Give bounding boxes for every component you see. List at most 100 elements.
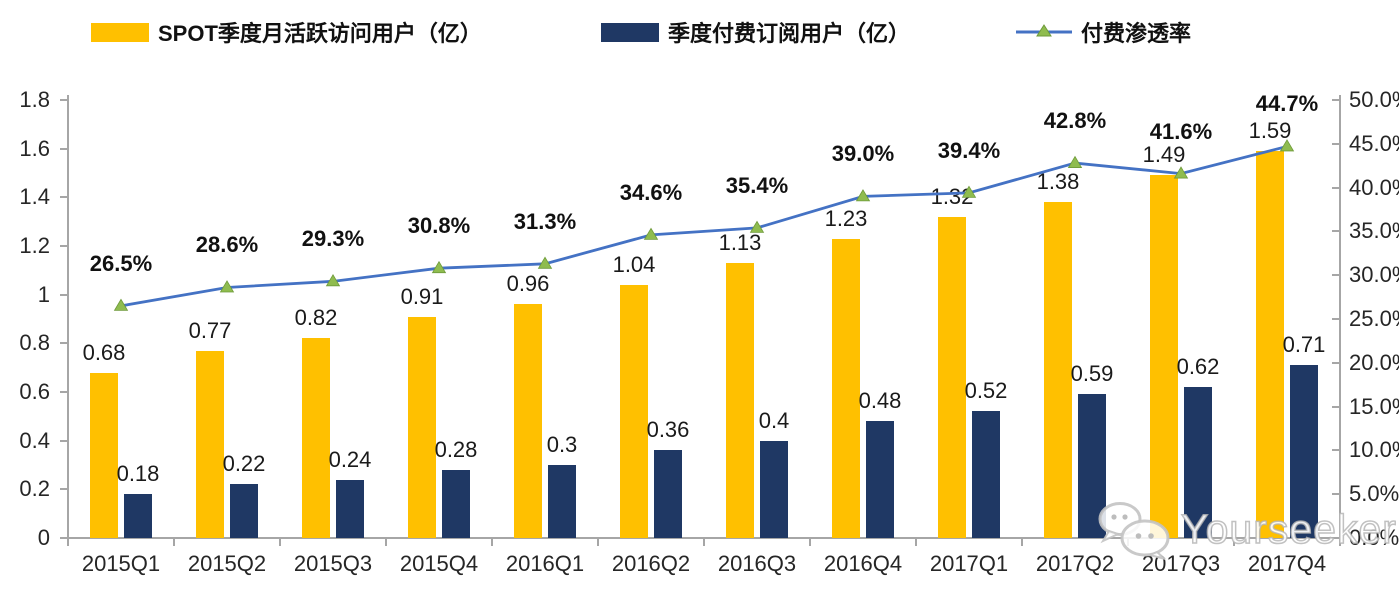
penetration-marker <box>113 298 129 311</box>
subscribers-bar <box>442 469 470 538</box>
x-category-label: 2017Q2 <box>1035 551 1115 576</box>
x-category-label: 2016Q3 <box>717 551 797 576</box>
penetration-marker <box>431 260 447 274</box>
subscribers-bar <box>866 421 894 538</box>
x-axis-tick <box>1233 538 1235 546</box>
penetration-marker <box>537 256 553 269</box>
left-axis-tick <box>60 391 68 393</box>
mau-bar <box>938 216 966 538</box>
mau-value-label: 1.49 <box>1142 142 1186 168</box>
wechat-icon <box>1093 498 1175 560</box>
mau-value-label: 0.68 <box>82 339 126 365</box>
left-axis-tick-label: 0.4 <box>19 427 50 453</box>
left-axis-tick-label: 0 <box>37 525 50 550</box>
right-axis-line <box>1339 95 1341 538</box>
penetration-value-label: 31.3% <box>513 208 577 234</box>
right-axis-tick <box>1332 186 1340 189</box>
subscribers-value-label: 0.59 <box>1070 361 1114 387</box>
left-axis-tick <box>60 196 68 199</box>
penetration-value-label: 42.8% <box>1043 108 1107 134</box>
penetration-value-label: 29.3% <box>301 226 365 252</box>
right-axis-tick <box>1332 361 1340 364</box>
x-category-label: 2016Q2 <box>611 551 691 576</box>
mau-legend-swatch <box>91 22 149 42</box>
penetration-marker <box>219 280 235 293</box>
mau-bar <box>90 372 118 538</box>
right-axis-tick <box>1332 274 1340 277</box>
x-category-label: 2015Q1 <box>81 551 161 576</box>
penetration-legend-label: 付费渗透率 <box>1081 21 1192 46</box>
subscribers-value-label: 0.28 <box>434 436 478 462</box>
subscribers-bar <box>1290 365 1318 538</box>
penetration-value-label: 34.6% <box>619 179 683 205</box>
mau-value-label: 0.96 <box>506 271 550 297</box>
subscribers-bar <box>654 450 682 538</box>
mau-value-label: 1.23 <box>824 205 868 231</box>
right-axis-tick-label: 30.0% <box>1349 262 1399 288</box>
left-axis-tick-label: 1.4 <box>19 184 50 210</box>
right-axis-tick-label: 15.0% <box>1349 393 1399 419</box>
mau-value-label: 0.82 <box>294 305 338 331</box>
x-axis-tick <box>1021 538 1023 546</box>
left-axis-tick-label: 0.6 <box>19 379 50 404</box>
left-axis-tick <box>60 293 68 296</box>
left-axis-tick-label: 1.8 <box>19 87 50 112</box>
mau-value-label: 1.32 <box>930 183 974 209</box>
right-axis-tick-label: 45.0% <box>1349 130 1399 156</box>
mau-bar <box>726 263 754 538</box>
mau-legend-label: SPOT季度月活跃访问用户（亿） <box>158 21 482 46</box>
x-axis-tick <box>173 538 175 546</box>
subscribers-bar <box>336 479 364 538</box>
left-axis-tick <box>60 147 68 150</box>
right-axis-tick <box>1332 405 1340 408</box>
subscribers-bar <box>972 411 1000 538</box>
penetration-value-label: 26.5% <box>89 250 153 276</box>
right-axis-tick <box>1332 449 1340 452</box>
mau-value-label: 1.04 <box>612 251 656 277</box>
penetration-value-label: 39.0% <box>831 141 895 167</box>
right-axis-tick <box>1332 493 1340 496</box>
right-axis-tick-label: 35.0% <box>1349 218 1399 244</box>
penetration-line-sample-icon <box>1016 23 1072 41</box>
subscribers-bar <box>230 484 258 538</box>
right-axis-tick <box>1332 537 1340 539</box>
right-axis-tick-label: 20.0% <box>1349 349 1399 375</box>
right-axis-tick <box>1332 230 1340 233</box>
penetration-value-label: 41.6% <box>1149 118 1213 144</box>
right-axis-tick <box>1332 142 1340 145</box>
left-axis-tick <box>60 439 68 442</box>
x-category-label: 2017Q4 <box>1247 551 1327 576</box>
right-axis-tick-label: 50.0% <box>1349 87 1399 112</box>
subscribers-value-label: 0.62 <box>1176 354 1220 380</box>
x-axis-tick <box>915 538 917 546</box>
subscribers-value-label: 0.48 <box>858 388 902 414</box>
mau-value-label: 1.59 <box>1248 118 1292 144</box>
left-axis-tick <box>60 537 68 539</box>
right-axis-tick-label: 5.0% <box>1349 481 1399 507</box>
mau-bar <box>514 304 542 538</box>
x-axis-tick <box>491 538 493 546</box>
x-category-label: 2016Q1 <box>505 551 585 576</box>
penetration-value-label: 44.7% <box>1255 91 1319 117</box>
legend-item-subscribers: 季度付费订阅用户（亿） <box>601 16 910 48</box>
right-axis-tick-label: 25.0% <box>1349 306 1399 331</box>
subscribers-value-label: 0.36 <box>646 417 690 443</box>
right-axis-tick <box>1332 318 1340 320</box>
x-axis-tick <box>597 538 599 546</box>
subscribers-value-label: 0.18 <box>116 461 160 487</box>
subscribers-bar <box>124 494 152 538</box>
mau-value-label: 1.38 <box>1036 169 1080 195</box>
subscribers-value-label: 0.52 <box>964 378 1008 404</box>
x-category-label: 2015Q3 <box>293 551 373 576</box>
x-axis-tick <box>385 538 387 546</box>
penetration-value-label: 28.6% <box>195 232 259 258</box>
right-axis-tick-label: 40.0% <box>1349 174 1399 200</box>
left-axis-tick-label: 1 <box>37 281 50 307</box>
x-axis-tick <box>809 538 811 546</box>
penetration-value-label: 30.8% <box>407 213 471 239</box>
right-axis-tick-label: 10.0% <box>1349 437 1399 463</box>
watermark-text: Yourseeker <box>1180 505 1397 553</box>
x-axis-tick <box>1339 538 1341 546</box>
right-axis-tick-label: 0.0% <box>1349 525 1399 550</box>
